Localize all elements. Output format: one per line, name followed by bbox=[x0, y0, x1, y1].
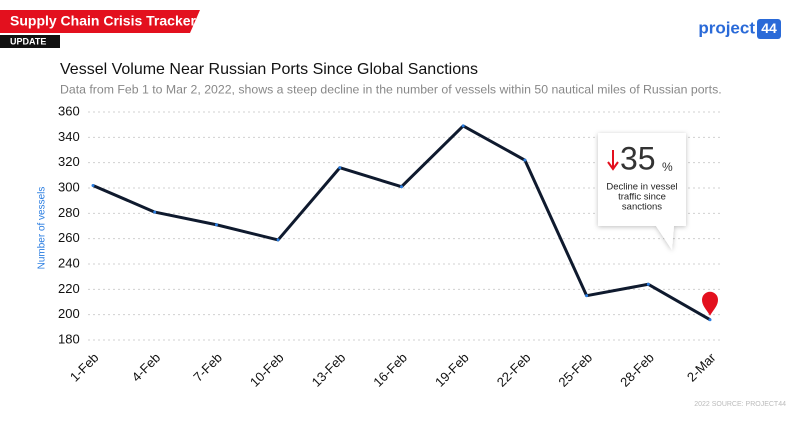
header-badge: UPDATE bbox=[10, 36, 46, 46]
data-point bbox=[461, 124, 465, 128]
x-tick-label: 10-Feb bbox=[247, 350, 287, 390]
y-tick-label: 200 bbox=[58, 306, 80, 321]
data-point bbox=[338, 166, 342, 170]
callout-text: traffic since bbox=[618, 192, 666, 203]
x-tick-label: 19-Feb bbox=[432, 350, 472, 390]
y-tick-label: 340 bbox=[58, 129, 80, 144]
data-point bbox=[646, 282, 650, 286]
logo-box bbox=[757, 19, 781, 39]
y-tick-label: 280 bbox=[58, 205, 80, 220]
pin-marker bbox=[702, 291, 718, 316]
x-tick-label: 16-Feb bbox=[370, 350, 410, 390]
badge-bg bbox=[0, 35, 60, 48]
x-tick-label: 1-Feb bbox=[67, 350, 102, 385]
data-point bbox=[91, 183, 95, 187]
x-tick-label: 25-Feb bbox=[555, 350, 595, 390]
data-point bbox=[708, 318, 712, 322]
x-tick-label: 4-Feb bbox=[129, 350, 164, 385]
data-point bbox=[153, 210, 157, 214]
data-point bbox=[523, 158, 527, 162]
y-tick-label: 300 bbox=[58, 179, 80, 194]
y-tick-label: 180 bbox=[58, 331, 80, 346]
x-tick-label: 2-Mar bbox=[684, 349, 719, 384]
x-tick-label: 7-Feb bbox=[190, 350, 225, 385]
y-tick-label: 260 bbox=[58, 230, 80, 245]
plot: 180 200 220 240 260 280 300 320 340 360 1-Feb 4-Feb… bbox=[58, 103, 722, 390]
x-tick-label: 13-Feb bbox=[309, 350, 349, 390]
callout-unit: % bbox=[662, 160, 673, 174]
chart-subtitle: Data from Feb 1 to Mar 2, 2022, shows a … bbox=[60, 82, 722, 96]
y-axis-label: Number of vessels bbox=[37, 187, 48, 270]
callout-value: 35 bbox=[620, 140, 656, 176]
x-tick-label: 28-Feb bbox=[617, 350, 657, 390]
down-arrow bbox=[607, 150, 619, 171]
logo-number: 44 bbox=[761, 20, 777, 36]
y-tick-label: 240 bbox=[58, 255, 80, 270]
source: 2022 SOURCE: PROJECT44 bbox=[694, 401, 786, 408]
y-tick-label: 320 bbox=[58, 154, 80, 169]
header-title: Supply Chain Crisis Tracker bbox=[10, 13, 197, 29]
logo-word: project bbox=[698, 18, 755, 37]
y-tick-label: 360 bbox=[58, 103, 80, 118]
header-banner bbox=[0, 10, 200, 33]
callout-text: sanctions bbox=[622, 202, 662, 213]
data-point bbox=[214, 223, 218, 227]
chart-title: Vessel Volume Near Russian Ports Since G… bbox=[60, 61, 478, 78]
callout-box bbox=[598, 133, 686, 250]
data-point bbox=[400, 185, 403, 189]
callout-text: Decline in vessel bbox=[606, 182, 677, 193]
y-tick-label: 220 bbox=[58, 281, 80, 296]
x-tick-label: 22-Feb bbox=[494, 350, 534, 390]
data-point bbox=[276, 238, 280, 242]
data-point bbox=[585, 294, 589, 298]
